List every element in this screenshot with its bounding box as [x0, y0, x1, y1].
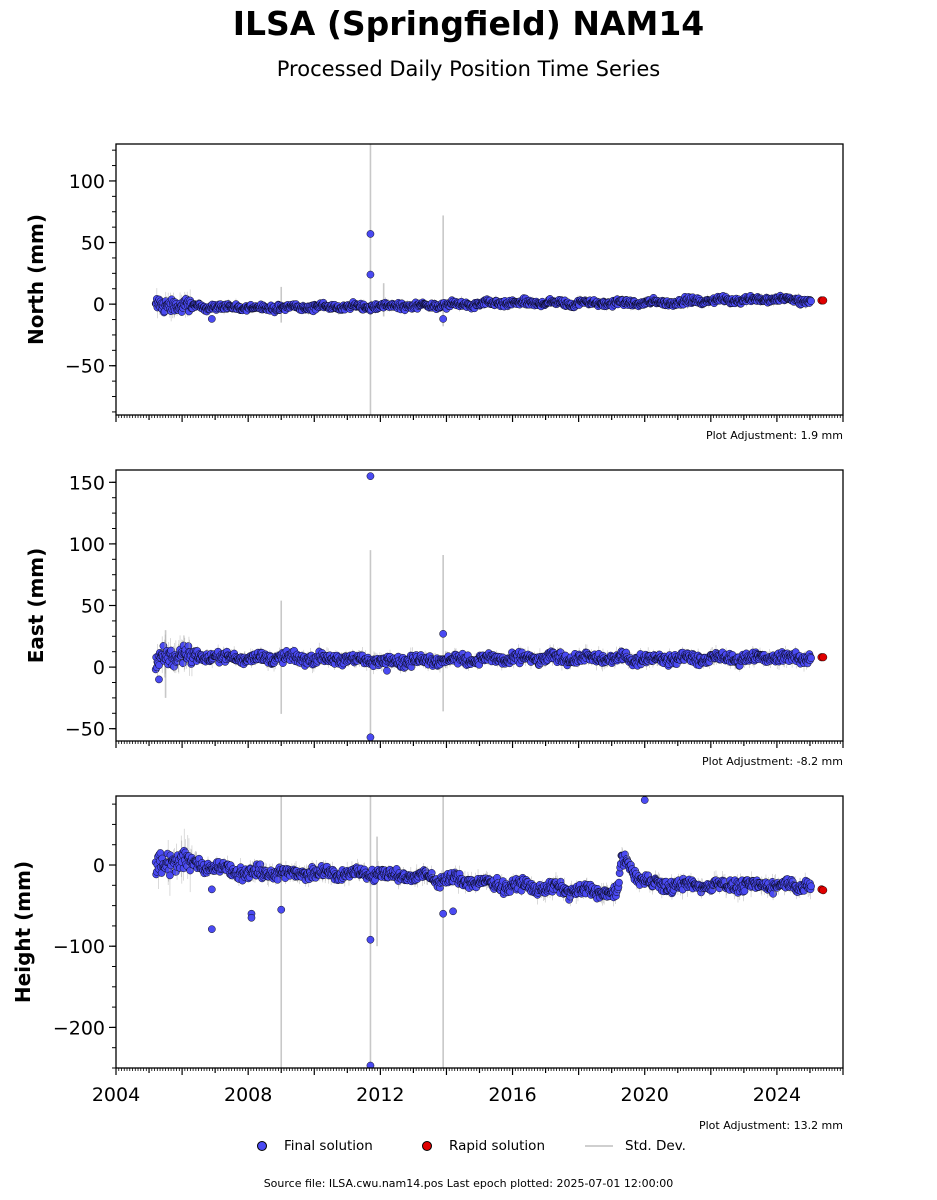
east-y-tick-label: 0: [93, 657, 105, 679]
east-final-point: [383, 666, 391, 675]
height-final-point: [615, 878, 623, 887]
height-series-group: [151, 796, 828, 1068]
east-y-tick-label: −50: [65, 719, 105, 741]
east-series-group: [151, 472, 828, 741]
east-y-tick-label: 50: [81, 596, 105, 618]
east-final-point: [366, 733, 375, 741]
height-final-point: [166, 871, 174, 880]
north-final-point: [366, 270, 375, 279]
page-title: ILSA (Springfield) NAM14: [232, 4, 705, 43]
north-final-point: [439, 315, 447, 323]
east-y-tick-label: 100: [69, 534, 105, 556]
east-y-tick-label: 150: [69, 472, 105, 494]
east-y-axis-label: East (mm): [24, 548, 48, 664]
north-final-point: [807, 297, 815, 305]
height-final-point: [273, 875, 282, 884]
north-y-tick-label: 0: [93, 294, 105, 316]
east-rapid-point: [819, 653, 828, 662]
page-subtitle: Processed Daily Position Time Series: [276, 57, 661, 81]
north-y-tick-label: −50: [65, 356, 105, 378]
east-final-point: [439, 630, 447, 638]
north-final-point: [366, 230, 375, 238]
east-final-point: [155, 675, 163, 684]
north-y-tick-label: 50: [81, 233, 105, 255]
north-final-point: [208, 315, 216, 323]
north-y-axis-label: North (mm): [24, 214, 48, 345]
north-axes-frame: [115, 143, 844, 416]
height-final-point: [740, 887, 749, 895]
east-axes-frame: [115, 469, 844, 742]
east-final-point: [366, 472, 375, 480]
east-final-point: [807, 654, 815, 662]
east-final-point: [155, 661, 164, 669]
north-y-tick-label: 100: [69, 171, 105, 193]
north-series-group: [151, 144, 828, 415]
north-rapid-point: [819, 296, 828, 305]
